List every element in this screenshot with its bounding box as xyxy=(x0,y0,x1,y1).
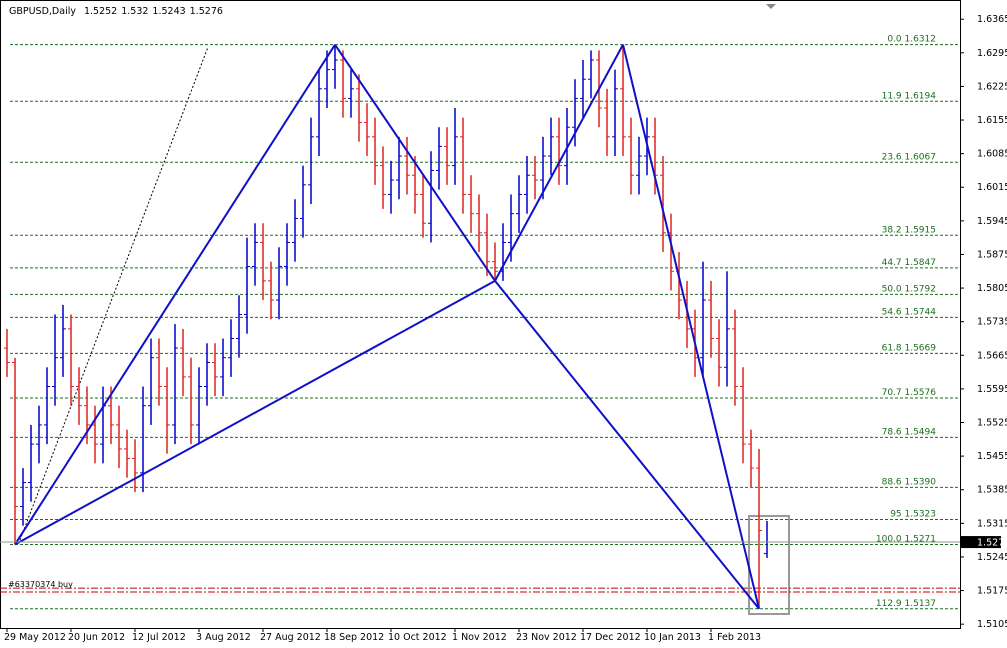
y-tick-label: 1.5805 xyxy=(977,283,1007,294)
pattern-line xyxy=(14,279,496,546)
close-value: 1.5276 xyxy=(190,6,223,17)
fib-label: 50.0 1.5792 xyxy=(882,284,936,294)
x-tick-label: 10 Oct 2012 xyxy=(388,632,447,643)
y-tick-label: 1.5175 xyxy=(977,586,1007,597)
pattern-line xyxy=(334,44,496,282)
y-tick-label: 1.5385 xyxy=(977,485,1007,496)
current-price-box xyxy=(961,536,1001,549)
y-tick-label: 1.5455 xyxy=(977,451,1007,462)
fib-label: 112.9 1.5137 xyxy=(876,599,936,609)
fib-label: 0.0 1.6312 xyxy=(887,35,936,45)
x-tick-label: 3 Aug 2012 xyxy=(196,632,251,643)
open-value: 1.5252 xyxy=(84,6,117,17)
fib-label: 54.6 1.5744 xyxy=(882,307,937,317)
fib-label: 44.7 1.5847 xyxy=(882,258,936,268)
x-tick-label: 12 Jul 2012 xyxy=(132,632,186,643)
x-tick-label: 23 Nov 2012 xyxy=(516,632,577,643)
y-tick-label: 1.6295 xyxy=(977,48,1007,59)
y-tick-label: 1.6365 xyxy=(977,14,1007,25)
x-tick-label: 18 Sep 2012 xyxy=(324,632,384,643)
fib-label: 11.9 1.6194 xyxy=(882,91,937,101)
chart-title: GBPUSD,Daily 1.5252 1.532 1.5243 1.5276 xyxy=(9,6,223,17)
pattern-line xyxy=(622,44,760,610)
current-price-label: 1.5276 xyxy=(977,538,1007,549)
fib-label: 78.6 1.5494 xyxy=(882,427,937,437)
pattern-line xyxy=(494,44,624,282)
x-tick-label: 20 Jun 2012 xyxy=(68,632,125,643)
y-tick-label: 1.5525 xyxy=(977,418,1007,429)
y-tick-label: 1.5665 xyxy=(977,350,1007,361)
pattern-line xyxy=(494,280,760,610)
y-tick-label: 1.5735 xyxy=(977,317,1007,328)
y-tick-label: 1.5875 xyxy=(977,249,1007,260)
y-tick-label: 1.6015 xyxy=(977,182,1007,193)
fib-label: 23.6 1.6067 xyxy=(882,152,936,162)
x-tick-label: 29 May 2012 xyxy=(4,632,66,643)
high-value: 1.532 xyxy=(121,6,148,17)
fib-label: 61.8 1.5669 xyxy=(882,343,937,353)
plot-frame xyxy=(0,0,961,629)
y-tick-label: 1.5105 xyxy=(977,619,1007,630)
x-tick-label: 27 Aug 2012 xyxy=(260,632,321,643)
y-tick-label: 1.5245 xyxy=(977,552,1007,563)
fib-label: 95 1.5323 xyxy=(890,509,936,519)
x-tick-label: 10 Jan 2013 xyxy=(644,632,701,643)
order-label: #63370374 buy xyxy=(8,580,73,589)
fib-label: 100.0 1.5271 xyxy=(876,534,936,544)
fib-label: 70.7 1.5576 xyxy=(882,388,937,398)
fib-label: 38.2 1.5915 xyxy=(882,225,936,235)
fib-label: 88.6 1.5390 xyxy=(882,477,937,487)
pattern-line xyxy=(14,44,336,545)
y-tick-label: 1.6225 xyxy=(977,81,1007,92)
y-tick-label: 1.6085 xyxy=(977,149,1007,160)
symbol: GBPUSD,Daily xyxy=(9,6,76,17)
y-tick-label: 1.6155 xyxy=(977,115,1007,126)
scroll-marker xyxy=(766,4,776,9)
low-value: 1.5243 xyxy=(152,6,185,17)
y-tick-label: 1.5945 xyxy=(977,216,1007,227)
x-tick-label: 1 Nov 2012 xyxy=(452,632,507,643)
y-tick-label: 1.5315 xyxy=(977,518,1007,529)
y-tick-label: 1.5595 xyxy=(977,384,1007,395)
x-tick-label: 1 Feb 2013 xyxy=(708,632,761,643)
x-tick-label: 17 Dec 2012 xyxy=(580,632,641,643)
